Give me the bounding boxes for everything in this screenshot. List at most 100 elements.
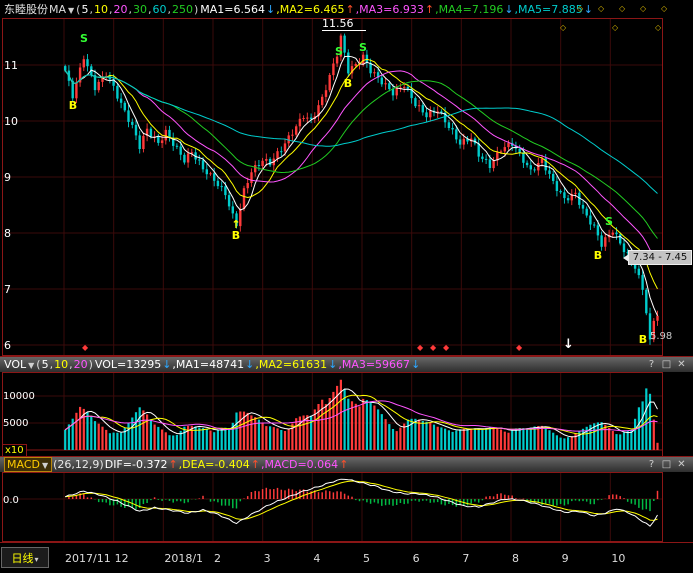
vol-param-6: ) xyxy=(88,358,93,371)
ma-readout-value-3: ,MA4=7.196 xyxy=(435,2,504,16)
ma-param-6: , xyxy=(128,2,132,16)
signal-diamond-icon: ◆ xyxy=(430,343,437,352)
time-axis-label-11: 10 xyxy=(611,552,626,565)
macd-readout-trend-arrow-icon-2: ↑ xyxy=(339,458,349,471)
ma-param-12: ) xyxy=(193,2,199,16)
event-diamond-icon: ◇ xyxy=(612,23,619,32)
vol-param-2: , xyxy=(49,358,54,371)
vol-readout-trend-arrow-icon-1: ↓ xyxy=(245,358,255,371)
volume-panel-header: VOL ▼ (5,10,20) VOL=13295↓,MA1=48741↓,MA2… xyxy=(0,356,693,372)
period-selector[interactable]: 日线▾ xyxy=(1,547,49,568)
macd-panel-help-button[interactable]: ? xyxy=(648,459,655,470)
high-price-annotation: 11.56 xyxy=(322,17,366,31)
vol-readout-value-0: VOL=13295 xyxy=(94,358,162,371)
ma-param-11: 250 xyxy=(171,2,193,16)
macd-panel-close-button[interactable]: ✕ xyxy=(677,459,686,470)
time-axis-label-3: 2 xyxy=(214,552,221,565)
ma-param-8: , xyxy=(147,2,152,16)
vol-readout-trend-arrow-icon-0: ↓ xyxy=(162,358,172,371)
macd-readouts: DIF=-0.372↑,DEA=-0.404↑,MACD=0.064↑ xyxy=(105,458,350,471)
event-diamond-icon: ◇ xyxy=(655,23,662,32)
chevron-down-icon: ▼ xyxy=(68,5,75,15)
svg-text:5000: 5000 xyxy=(3,418,28,429)
ma-indicator-dropdown[interactable]: MA ▼ xyxy=(49,3,75,16)
ma-param-7: 30 xyxy=(132,2,147,16)
vol-readout-value-3: ,MA3=59667 xyxy=(338,358,411,371)
signal-diamond-icon: ◆ xyxy=(417,343,424,352)
sell-signal-marker: S xyxy=(605,215,613,228)
macd-panel-header: MACD ▼ (26,12,9) DIF=-0.372↑,DEA=-0.404↑,… xyxy=(0,456,693,472)
time-axis: 日线▾ 2017/11 12 2018/1 2 3 4 5 6 7 8 9 10 xyxy=(0,542,693,573)
vol-indicator-dropdown[interactable]: VOL ▼ xyxy=(4,358,35,371)
down-arrow-annotation: ↓ xyxy=(563,337,574,352)
time-axis-label-6: 5 xyxy=(363,552,370,565)
vol-param-3: 10 xyxy=(54,358,69,371)
svg-text:6: 6 xyxy=(4,339,11,352)
volume-chart[interactable]: 10000 5000 xyxy=(0,372,693,456)
signal-arrow-marker: ↑ xyxy=(231,218,241,231)
vol-param-5: 20 xyxy=(73,358,88,371)
vol-panel-close-button[interactable]: ✕ xyxy=(677,359,686,370)
macd-readout-trend-arrow-icon-1: ↑ xyxy=(250,458,260,471)
indicator-bar: 东睦股份 MA ▼ (5,10,20,30,60,250) MA1=6.564↓,… xyxy=(0,0,693,18)
low-price-annotation: 5.98 xyxy=(650,331,673,342)
vol-panel-help-button[interactable]: ? xyxy=(648,359,655,370)
ma-readouts: MA1=6.564↓,MA2=6.465↑,MA3=6.933↑,MA4=7.1… xyxy=(200,3,594,16)
candlestick-chart[interactable]: 11 10 9 8 7 6 xyxy=(0,18,693,356)
buy-signal-marker: B xyxy=(343,77,353,90)
macd-indicator-dropdown[interactable]: MACD ▼ xyxy=(4,457,53,472)
ma-params: (5,10,20,30,60,250) xyxy=(76,3,199,16)
macd-readout-value-0: DIF=-0.372 xyxy=(104,458,168,471)
svg-text:10000: 10000 xyxy=(3,391,35,402)
time-axis-label-2: 2018/1 xyxy=(164,552,204,565)
ma-param-4: , xyxy=(108,2,113,16)
ma-readout-value-1: ,MA2=6.465 xyxy=(276,2,345,16)
macd-chart[interactable]: 0.0 xyxy=(0,472,693,542)
time-axis-label-0: 2017/11 xyxy=(65,552,111,565)
vol-param-0: ( xyxy=(36,358,41,371)
vol-param-1: 5 xyxy=(41,358,49,371)
vol-readout-trend-arrow-icon-3: ↓ xyxy=(411,358,421,371)
vol-param-4: , xyxy=(69,358,73,371)
time-axis-label-8: 7 xyxy=(462,552,470,565)
event-diamond-icon: ◇ xyxy=(640,4,647,13)
current-price-tag: 7.34 - 7.45 xyxy=(623,250,692,265)
macd-panel-restore-button[interactable]: □ xyxy=(661,459,672,470)
buy-signal-marker: B xyxy=(593,249,603,262)
ma-readout-value-2: ,MA3=6.933 xyxy=(355,2,424,16)
chevron-down-icon: ▾ xyxy=(34,555,39,564)
macd-readout-value-1: ,DEA=-0.404 xyxy=(178,458,250,471)
vol-readout-value-2: ,MA2=61631 xyxy=(255,358,328,371)
ma-indicator-label: MA xyxy=(49,2,67,16)
macd-params: (26,12,9) xyxy=(53,458,104,471)
svg-text:0.0: 0.0 xyxy=(3,495,19,506)
ma-readout-trend-arrow-icon-1: ↑ xyxy=(345,2,355,16)
buy-signal-marker: B xyxy=(638,333,648,346)
time-axis-label-5: 4 xyxy=(313,552,321,565)
stock-name[interactable]: 东睦股份 xyxy=(4,3,48,16)
vol-readout-value-1: ,MA1=48741 xyxy=(172,358,245,371)
sell-signal-marker: S xyxy=(80,32,88,45)
svg-text:7: 7 xyxy=(4,283,11,296)
time-axis-label-9: 8 xyxy=(512,552,519,565)
time-axis-label-4: 3 xyxy=(263,552,271,565)
vol-indicator-label: VOL xyxy=(4,358,27,371)
svg-text:10: 10 xyxy=(4,115,18,128)
ma-param-9: 60 xyxy=(152,2,167,16)
vol-params: (5,10,20) xyxy=(36,358,94,371)
ma-readout-trend-arrow-icon-4: ↓ xyxy=(583,2,593,16)
svg-text:8: 8 xyxy=(4,227,11,240)
signal-diamond-icon: ◆ xyxy=(516,343,523,352)
chevron-down-icon: ▼ xyxy=(28,361,35,370)
ma-readout-trend-arrow-icon-2: ↑ xyxy=(424,2,435,16)
event-diamond-icon: ◇ xyxy=(619,4,626,13)
ma-param-5: 20 xyxy=(113,2,128,16)
signal-diamond-icon: ◆ xyxy=(443,343,450,352)
vol-readouts: VOL=13295↓,MA1=48741↓,MA2=61631↓,MA3=596… xyxy=(95,358,421,371)
vol-panel-restore-button[interactable]: □ xyxy=(661,359,672,370)
svg-text:11: 11 xyxy=(4,59,18,72)
ma-param-3: 10 xyxy=(93,2,108,16)
time-axis-label-7: 6 xyxy=(412,552,420,565)
chevron-down-icon: ▼ xyxy=(41,461,49,470)
